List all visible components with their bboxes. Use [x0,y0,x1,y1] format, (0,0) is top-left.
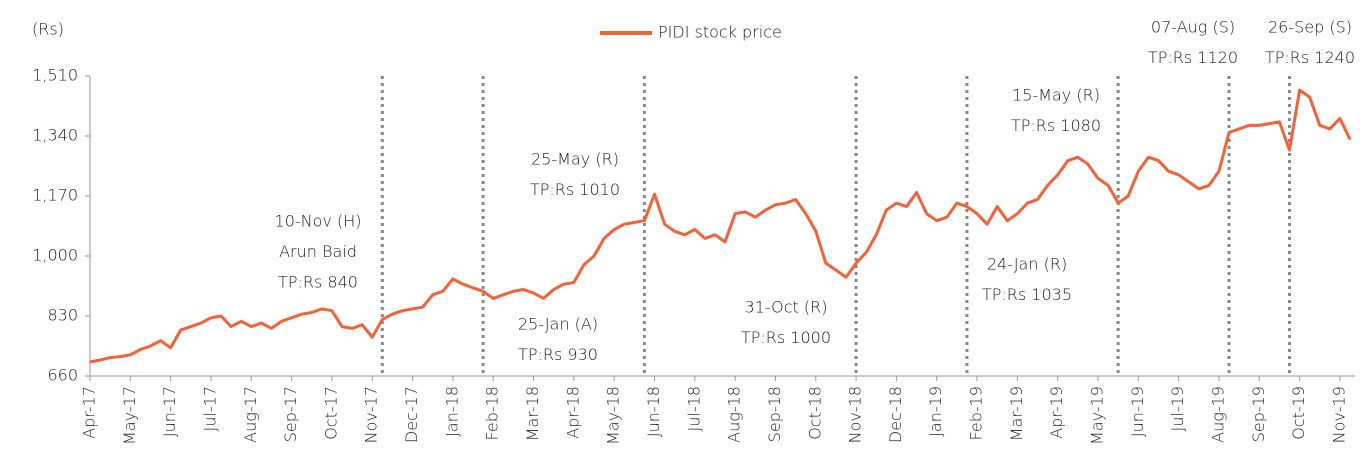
annotation-label: TP:Rs 1120 [1148,48,1238,67]
x-tick-label: Aug-19 [1208,386,1227,443]
y-tick-label: 1,510 [32,66,78,85]
x-tick-label: Mar-19 [1007,386,1026,441]
x-tick-label: Feb-18 [483,386,502,440]
x-tick-label: Oct-19 [1289,386,1308,440]
y-axis-label: (Rs) [32,20,64,39]
x-tick-label: Nov-19 [1329,386,1348,443]
x-tick-label: Sep-18 [765,386,784,442]
annotation-label: 15-May (R) [1012,86,1100,105]
x-tick-label: Aug-18 [725,386,744,443]
x-tick-label: Jul-18 [684,386,703,431]
annotation-label: TP:Rs 930 [518,345,598,364]
y-tick-label: 1,340 [32,126,78,145]
annotation-label: 31-Oct (R) [745,298,828,317]
x-tick-label: Feb-19 [967,386,986,440]
x-tick-label: Mar-18 [523,386,542,441]
x-tick-label: Jan-18 [442,386,461,437]
x-tick-label: May-17 [120,386,139,445]
annotation-label: TP:Rs 1080 [1011,116,1101,135]
x-tick-label: Aug-17 [241,386,260,443]
annotation-label: 07-Aug (S) [1151,18,1235,37]
x-tick-label: May-18 [604,386,623,445]
x-tick-label: Oct-17 [321,386,340,440]
x-tick-label: Jan-19 [926,386,945,437]
annotation-label: 10-Nov (H) [275,212,362,231]
y-tick-label: 660 [47,366,78,385]
x-tick-label: Jul-19 [1168,386,1187,431]
annotation-label: 26-Sep (S) [1268,18,1352,37]
annotation-label: 24-Jan (R) [987,255,1067,274]
x-tick-label: May-19 [1088,386,1107,445]
annotation-label: TP:Rs 840 [278,273,358,292]
x-tick-label: Jun-18 [644,386,663,437]
annotation-label: TP:Rs 1000 [741,328,831,347]
x-tick-label: Sep-17 [281,386,300,442]
y-tick-label: 830 [47,306,78,325]
annotation-label: 25-Jan (A) [518,315,598,334]
price-line [89,88,1352,364]
annotation-label: TP:Rs 1010 [530,180,620,199]
x-tick-label: Sep-19 [1249,386,1268,442]
x-tick-label: Nov-18 [846,386,865,443]
x-tick-label: Dec-17 [402,386,421,443]
x-tick-label: Apr-18 [563,386,582,439]
y-tick-label: 1,170 [32,186,78,205]
x-tick-label: Jul-17 [200,386,219,431]
x-tick-label: Apr-19 [1047,386,1066,439]
x-tick-label: Jun-19 [1128,386,1147,437]
x-tick-label: Nov-17 [362,386,381,443]
annotation-label: Arun Baid [279,242,357,261]
x-tick-label: Jun-17 [160,386,179,437]
annotation-label: TP:Rs 1240 [1265,48,1355,67]
legend-label: PIDI stock price [658,23,782,42]
x-tick-label: Apr-17 [80,386,99,439]
x-tick-label: Oct-18 [805,386,824,440]
y-tick-label: 1,000 [32,246,78,265]
annotation-label: TP:Rs 1035 [982,285,1072,304]
x-tick-label: Dec-18 [886,386,905,443]
annotation-label: 25-May (R) [531,150,619,169]
